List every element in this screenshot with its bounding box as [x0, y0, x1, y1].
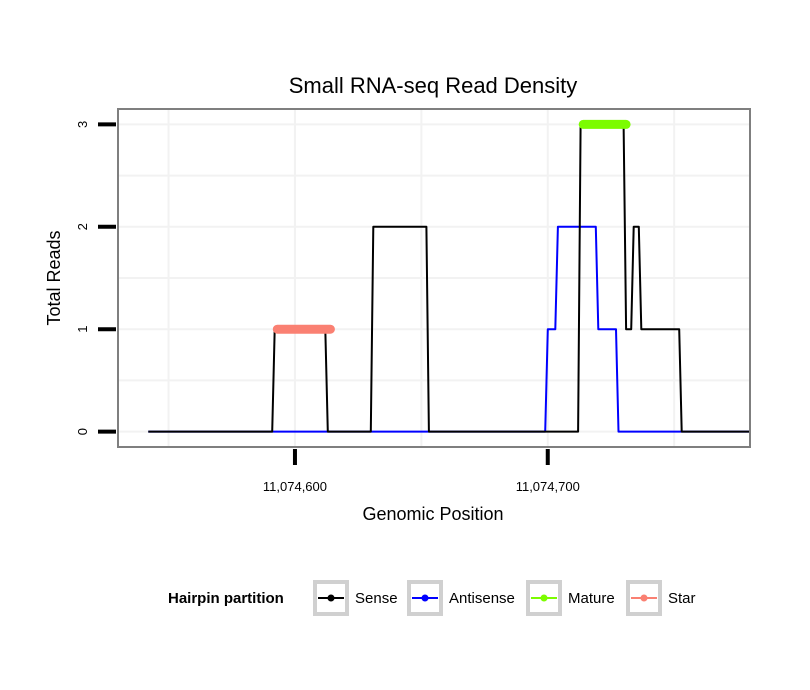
y-tick-label: 1	[75, 326, 90, 333]
y-tick-label: 3	[75, 121, 90, 128]
y-tick-label: 2	[75, 223, 90, 230]
legend-key-point	[540, 594, 548, 602]
x-tick-label: 11,074,700	[516, 479, 580, 494]
axes: 11,074,600 11,074,700 0 1 2 3	[75, 121, 580, 494]
y-axis-title: Total Reads	[44, 230, 64, 325]
legend-label-antisense: Antisense	[449, 590, 515, 607]
series-line-antisense	[148, 225, 750, 433]
chart-title: Small RNA-seq Read Density	[289, 73, 578, 98]
series-layer	[148, 119, 750, 433]
grid	[118, 109, 750, 447]
legend-label-star: Star	[668, 590, 696, 607]
legend: Hairpin partition Sense Antisense Mature St…	[168, 580, 696, 616]
plot-panel-border	[117, 108, 751, 448]
legend-title: Hairpin partition	[168, 590, 284, 607]
legend-key-point	[421, 594, 429, 602]
x-axis-title: Genomic Position	[362, 504, 503, 524]
x-tick-label: 11,074,600	[263, 479, 327, 494]
y-tick-label: 0	[75, 428, 90, 435]
legend-label-mature: Mature	[568, 590, 615, 607]
legend-key-point	[640, 594, 648, 602]
legend-key-point	[327, 594, 335, 602]
legend-label-sense: Sense	[355, 590, 398, 607]
